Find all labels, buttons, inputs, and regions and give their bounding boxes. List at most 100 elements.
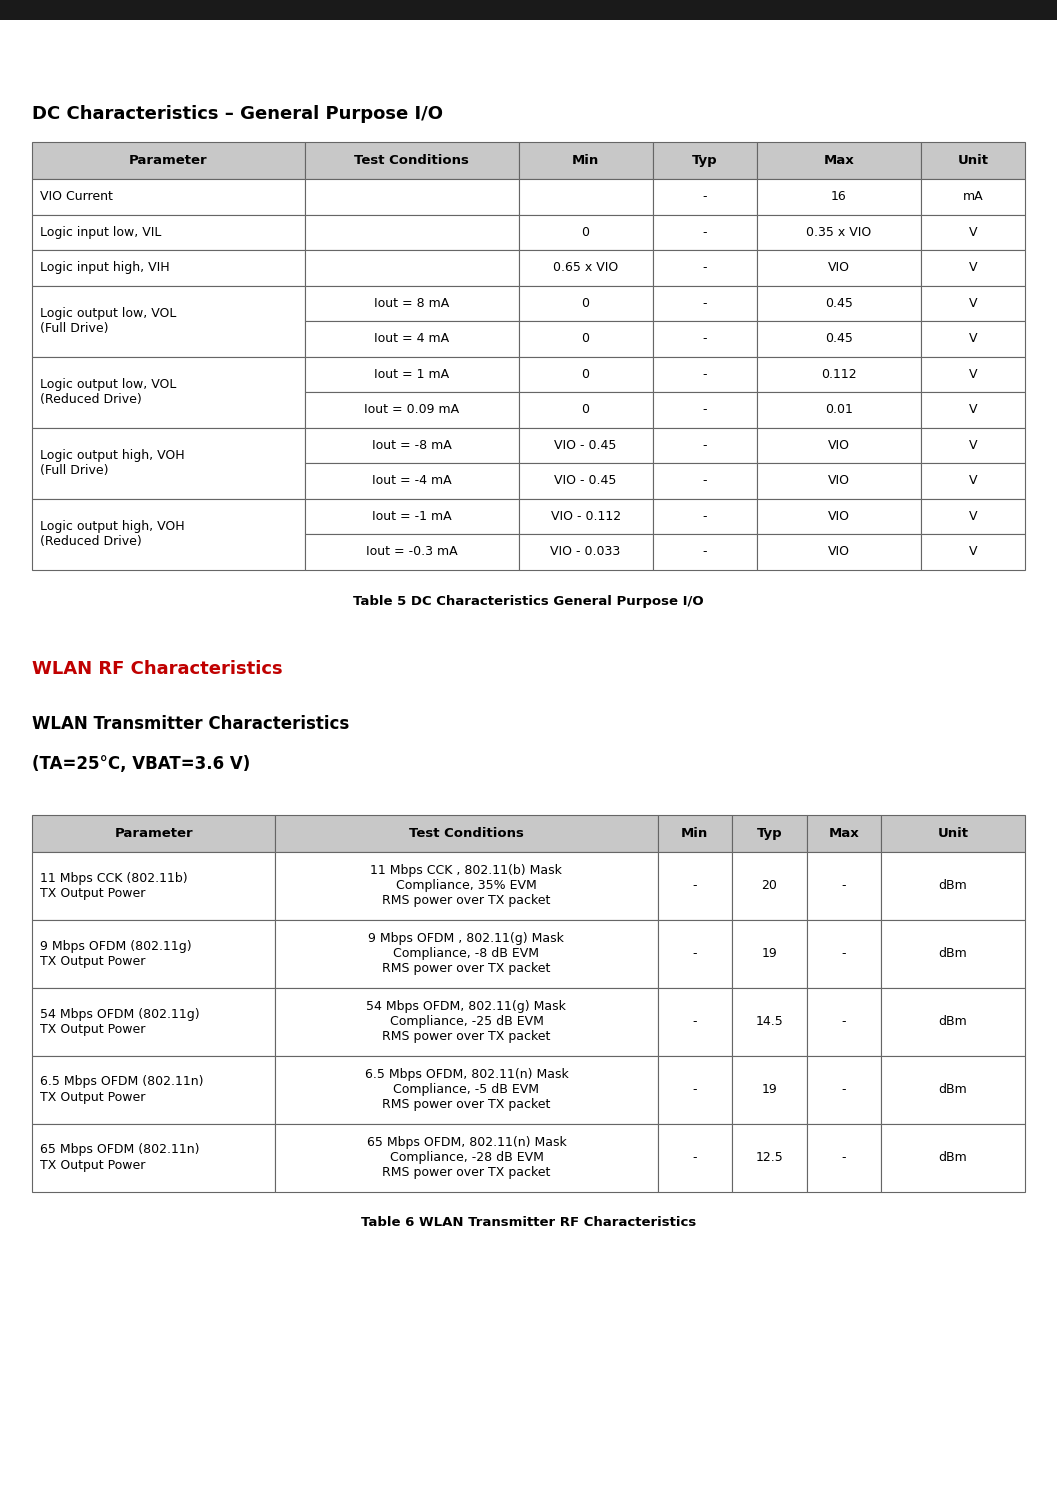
Text: 0: 0: [581, 226, 590, 238]
Text: V: V: [968, 439, 977, 452]
Bar: [519, 463, 652, 499]
Text: -: -: [692, 879, 697, 893]
Text: Typ: Typ: [692, 154, 718, 167]
Bar: [519, 534, 652, 570]
Bar: [519, 285, 652, 321]
Text: 11 Mbps CCK , 802.11(b) Mask
Compliance, 35% EVM
RMS power over TX packet: 11 Mbps CCK , 802.11(b) Mask Compliance,…: [371, 864, 562, 906]
Text: Max: Max: [829, 826, 859, 840]
Text: Iout = 4 mA: Iout = 4 mA: [374, 332, 449, 345]
Text: Table 5 DC Characteristics General Purpose I/O: Table 5 DC Characteristics General Purpo…: [353, 594, 704, 608]
Bar: [921, 392, 1025, 427]
Bar: [657, 814, 733, 852]
Text: 11 Mbps CCK (802.11b)
TX Output Power: 11 Mbps CCK (802.11b) TX Output Power: [40, 872, 188, 899]
Text: -: -: [841, 1015, 846, 1028]
Bar: [275, 1123, 657, 1191]
Text: DC Characteristics – General Purpose I/O: DC Characteristics – General Purpose I/O: [32, 106, 443, 124]
Text: V: V: [968, 510, 977, 523]
Bar: [275, 1056, 657, 1123]
Text: 0.45: 0.45: [824, 332, 853, 345]
Bar: [757, 534, 921, 570]
Bar: [275, 988, 657, 1056]
Bar: [806, 920, 882, 988]
Text: Parameter: Parameter: [114, 826, 193, 840]
Text: Iout = 0.09 mA: Iout = 0.09 mA: [365, 403, 460, 416]
Bar: [32, 814, 275, 852]
Text: (TA=25°C, VBAT=3.6 V): (TA=25°C, VBAT=3.6 V): [32, 754, 251, 772]
Bar: [32, 179, 305, 214]
Bar: [921, 534, 1025, 570]
Text: 9 Mbps OFDM , 802.11(g) Mask
Compliance, -8 dB EVM
RMS power over TX packet: 9 Mbps OFDM , 802.11(g) Mask Compliance,…: [369, 932, 564, 976]
Bar: [32, 142, 305, 179]
Text: Parameter: Parameter: [129, 154, 208, 167]
Bar: [32, 852, 275, 920]
Text: 0: 0: [581, 297, 590, 309]
Bar: [657, 1123, 733, 1191]
Text: V: V: [968, 297, 977, 309]
Text: 19: 19: [761, 947, 777, 961]
Bar: [32, 499, 305, 570]
Text: 0: 0: [581, 368, 590, 380]
Bar: [32, 920, 275, 988]
Bar: [733, 988, 806, 1056]
Text: -: -: [692, 947, 697, 961]
Bar: [882, 1056, 1025, 1123]
Text: Iout = -0.3 mA: Iout = -0.3 mA: [366, 546, 458, 558]
Bar: [882, 852, 1025, 920]
Bar: [806, 988, 882, 1056]
Bar: [275, 814, 657, 852]
Text: V: V: [968, 368, 977, 380]
Bar: [0, 0, 1057, 20]
Bar: [652, 250, 757, 285]
Text: mA: mA: [963, 190, 983, 204]
Text: 65 Mbps OFDM (802.11n)
TX Output Power: 65 Mbps OFDM (802.11n) TX Output Power: [40, 1143, 200, 1172]
Bar: [757, 356, 921, 392]
Text: 0.35 x VIO: 0.35 x VIO: [806, 226, 871, 238]
Text: -: -: [841, 879, 846, 893]
Bar: [305, 427, 519, 463]
Text: Iout = -1 mA: Iout = -1 mA: [372, 510, 451, 523]
Text: WLAN RF Characteristics: WLAN RF Characteristics: [32, 659, 282, 677]
Bar: [652, 499, 757, 534]
Text: VIO - 0.45: VIO - 0.45: [555, 474, 617, 487]
Text: Max: Max: [823, 154, 854, 167]
Bar: [305, 534, 519, 570]
Text: 54 Mbps OFDM (802.11g)
TX Output Power: 54 Mbps OFDM (802.11g) TX Output Power: [40, 1007, 200, 1036]
Text: -: -: [692, 1015, 697, 1028]
Bar: [32, 1056, 275, 1123]
Bar: [757, 499, 921, 534]
Bar: [657, 920, 733, 988]
Text: Iout = -4 mA: Iout = -4 mA: [372, 474, 451, 487]
Bar: [519, 427, 652, 463]
Text: V: V: [968, 261, 977, 274]
Bar: [652, 534, 757, 570]
Text: VIO: VIO: [828, 474, 850, 487]
Text: 0.112: 0.112: [821, 368, 856, 380]
Bar: [305, 250, 519, 285]
Bar: [921, 142, 1025, 179]
Text: 0.65 x VIO: 0.65 x VIO: [553, 261, 618, 274]
Bar: [921, 285, 1025, 321]
Bar: [921, 179, 1025, 214]
Text: V: V: [968, 332, 977, 345]
Text: V: V: [968, 226, 977, 238]
Bar: [806, 852, 882, 920]
Bar: [657, 1056, 733, 1123]
Bar: [806, 1123, 882, 1191]
Bar: [757, 142, 921, 179]
Text: 6.5 Mbps OFDM, 802.11(n) Mask
Compliance, -5 dB EVM
RMS power over TX packet: 6.5 Mbps OFDM, 802.11(n) Mask Compliance…: [365, 1068, 569, 1111]
Bar: [757, 463, 921, 499]
Text: 0.01: 0.01: [824, 403, 853, 416]
Text: Unit: Unit: [958, 154, 988, 167]
Bar: [32, 988, 275, 1056]
Text: 14.5: 14.5: [756, 1015, 783, 1028]
Bar: [305, 142, 519, 179]
Bar: [882, 920, 1025, 988]
Bar: [921, 499, 1025, 534]
Text: 6.5 Mbps OFDM (802.11n)
TX Output Power: 6.5 Mbps OFDM (802.11n) TX Output Power: [40, 1075, 204, 1104]
Text: -: -: [703, 261, 707, 274]
Bar: [305, 356, 519, 392]
Text: WLAN Transmitter Characteristics: WLAN Transmitter Characteristics: [32, 715, 349, 733]
Bar: [757, 179, 921, 214]
Text: V: V: [968, 403, 977, 416]
Text: -: -: [703, 439, 707, 452]
